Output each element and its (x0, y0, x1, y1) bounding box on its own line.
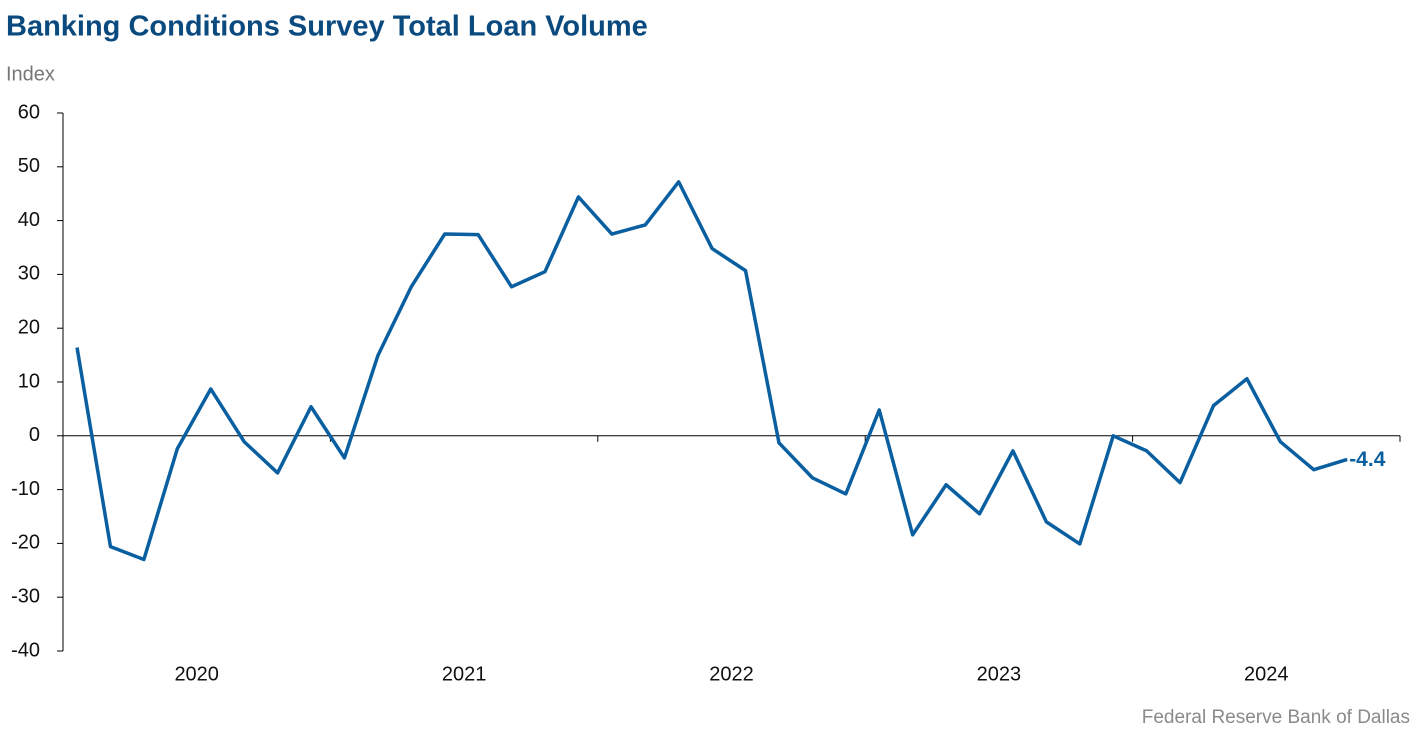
y-tick-label: 10 (18, 370, 40, 392)
y-tick-label: 20 (18, 316, 40, 338)
x-tick-label: 2024 (1244, 663, 1289, 685)
y-axis-label: Index (6, 63, 55, 85)
x-tick-label: 2023 (977, 663, 1022, 685)
x-tick-label: 2020 (174, 663, 219, 685)
x-tick-label: 2021 (442, 663, 487, 685)
y-tick-label: 40 (18, 209, 40, 231)
y-tick-label: 60 (18, 101, 40, 123)
data-label: -4.4 (1349, 448, 1386, 471)
y-tick-label: -40 (11, 639, 40, 661)
x-tick-label: 2022 (709, 663, 754, 685)
y-tick-label: 0 (29, 424, 40, 446)
y-tick-label: -10 (11, 478, 40, 500)
y-tick-label: -20 (11, 532, 40, 554)
y-tick-label: 50 (18, 155, 40, 177)
line-series (75, 180, 1348, 562)
y-tick-label: -30 (11, 585, 40, 607)
chart-title: Banking Conditions Survey Total Loan Vol… (6, 11, 648, 43)
y-tick-label: 30 (18, 263, 40, 285)
source: Federal Reserve Bank of Dallas (1142, 707, 1410, 728)
